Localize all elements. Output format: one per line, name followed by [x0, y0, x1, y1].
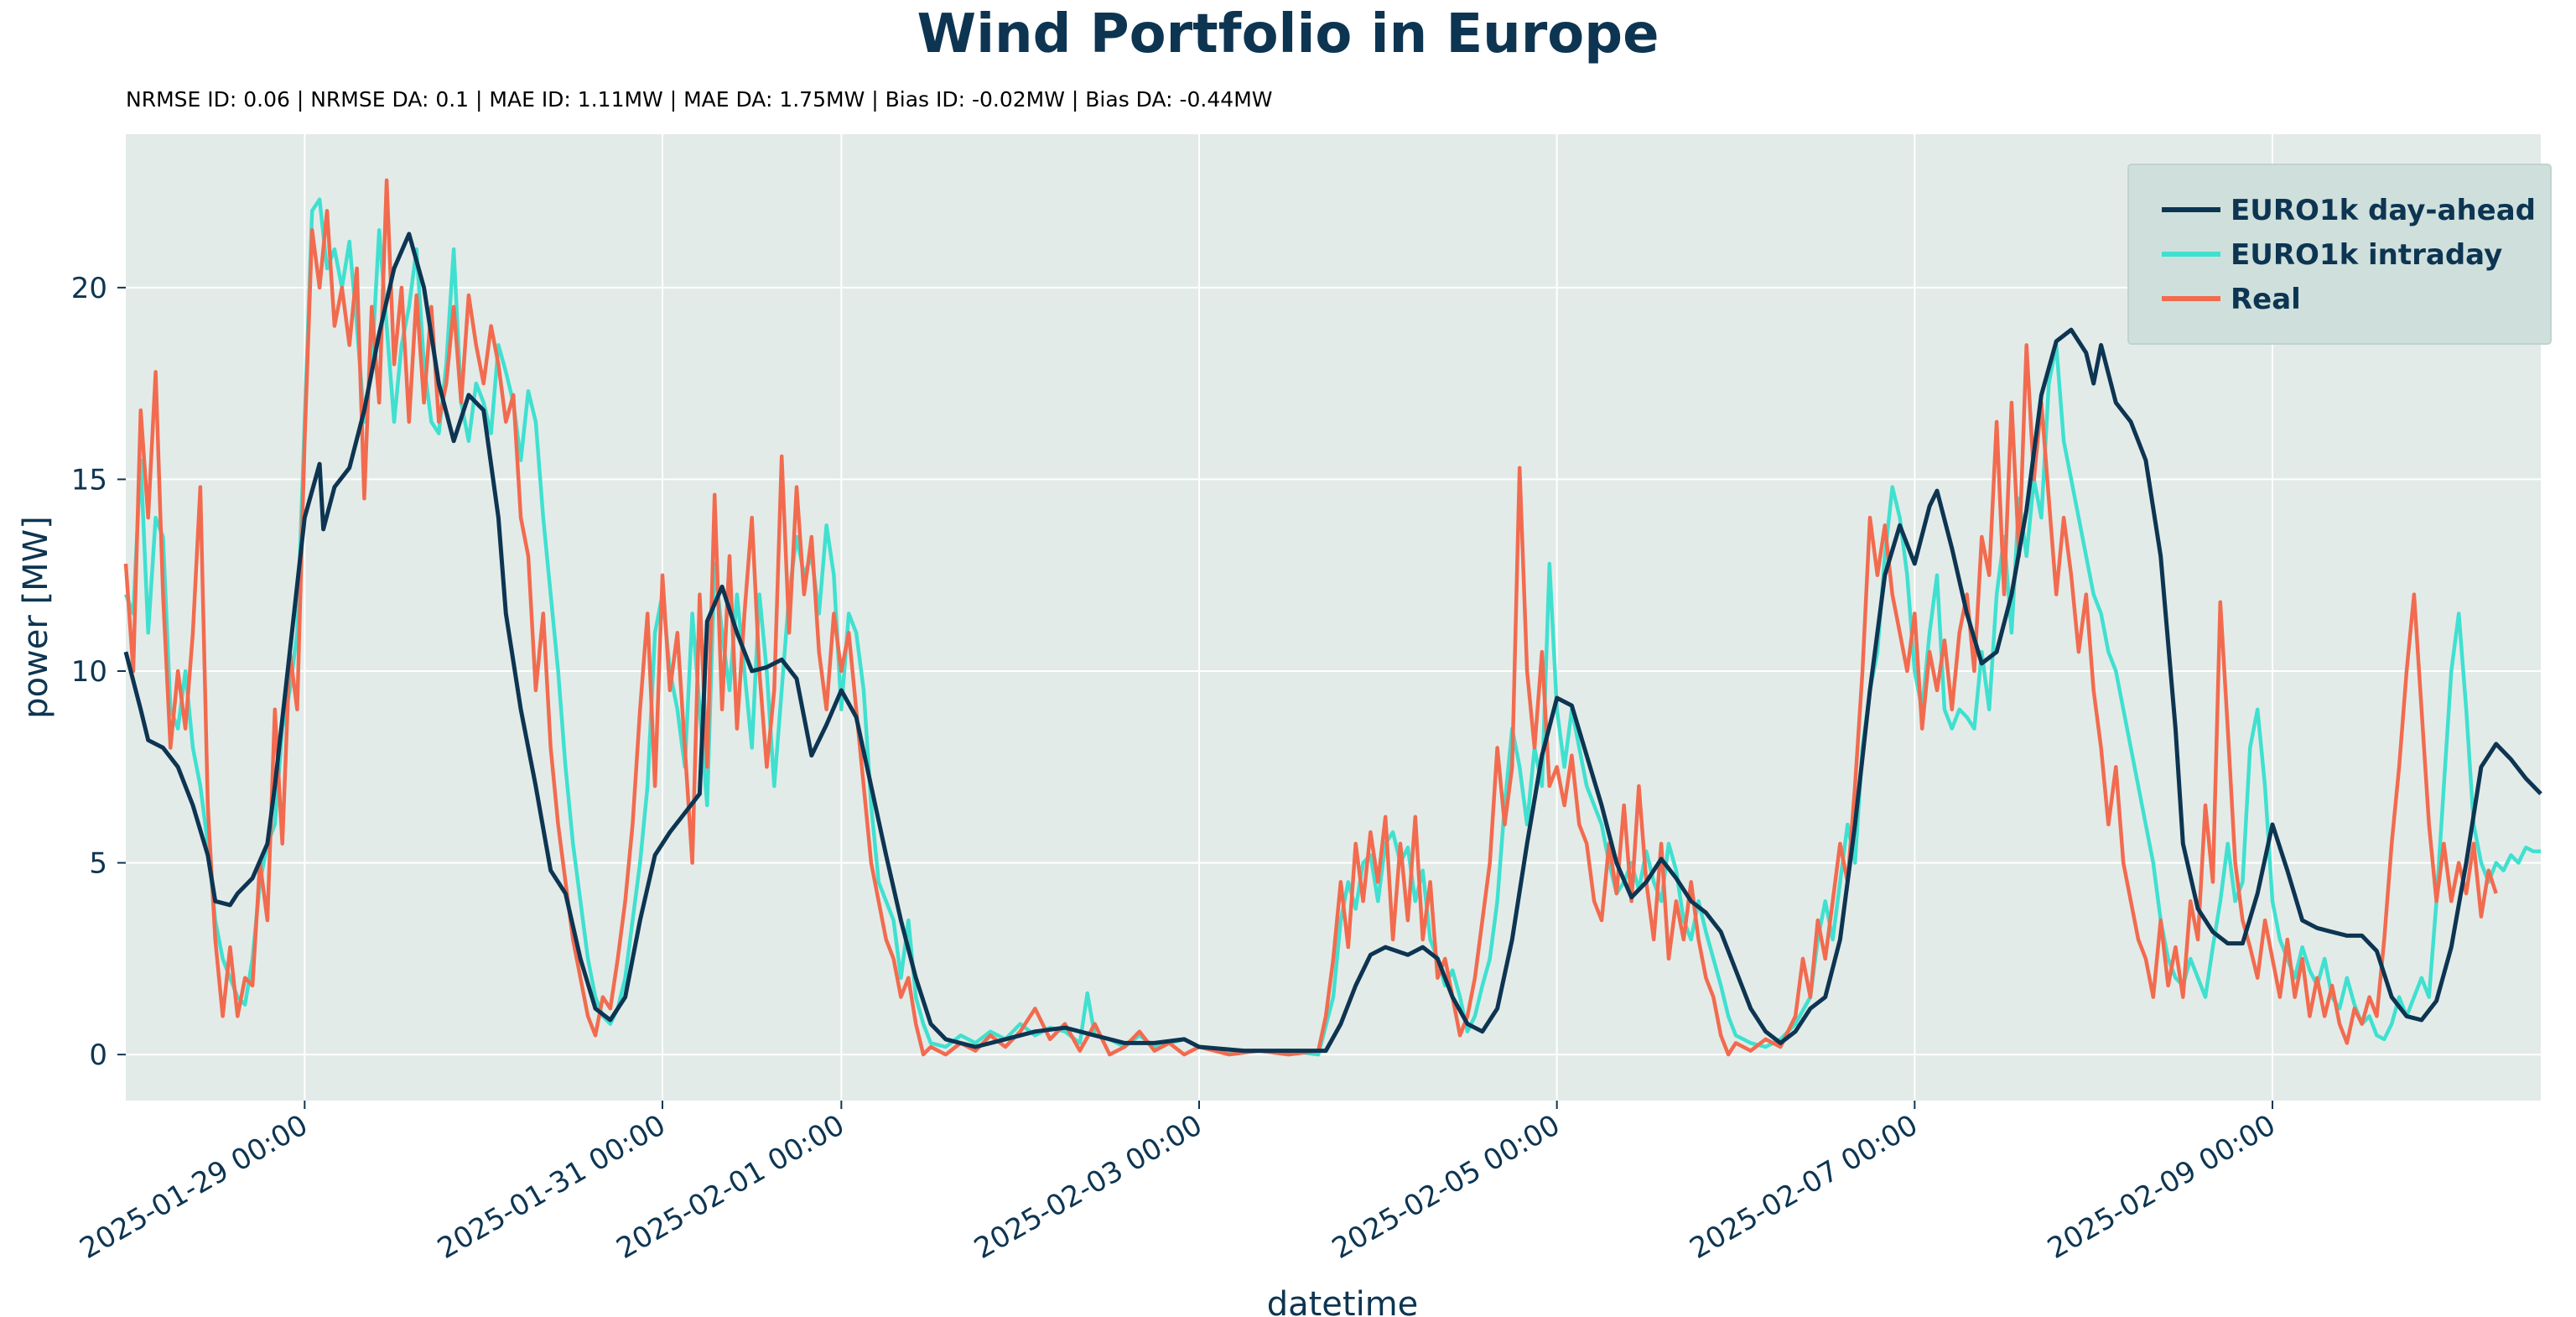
x-axis: 2025-01-29 00:00 2025-01-31 00:002025-02-…	[74, 1101, 2282, 1266]
y-tick-label: 0	[89, 1039, 107, 1072]
y-tick-label: 5	[89, 847, 107, 881]
x-axis-label: datetime	[1267, 1285, 1419, 1317]
x-tick-label: 2025-02-09 00:00	[2042, 1108, 2281, 1266]
chart-title: Wind Portfolio in Europe	[917, 3, 1659, 65]
y-tick-label: 20	[71, 272, 107, 305]
y-tick-label: 10	[71, 655, 107, 689]
y-tick-label: 15	[71, 463, 107, 497]
series-line-euro1k-day-ahead	[123, 232, 2542, 1054]
series-line-real	[123, 178, 2498, 1057]
chart-subtitle: NRMSE ID: 0.06 | NRMSE DA: 0.1 | MAE ID:…	[126, 87, 1273, 112]
y-axis: 0 5 10 15 20	[71, 272, 126, 1072]
y-axis-label: power [MW]	[17, 516, 55, 719]
legend-label: EURO1k day-ahead	[2231, 194, 2536, 227]
legend: EURO1k day-ahead EURO1k intraday Real	[2127, 164, 2552, 345]
legend-label: EURO1k intraday	[2231, 238, 2502, 272]
x-tick-label: 2025-02-07 00:00	[1684, 1108, 1923, 1266]
x-tick-label: 2025-01-29 00:00	[74, 1108, 313, 1266]
x-tick-label: 2025-02-03 00:00	[969, 1108, 1208, 1266]
legend-box	[2127, 164, 2552, 345]
x-tick-label: 2025-02-05 00:00	[1327, 1108, 1566, 1266]
legend-label: Real	[2231, 283, 2301, 316]
series-lines	[123, 178, 2542, 1057]
